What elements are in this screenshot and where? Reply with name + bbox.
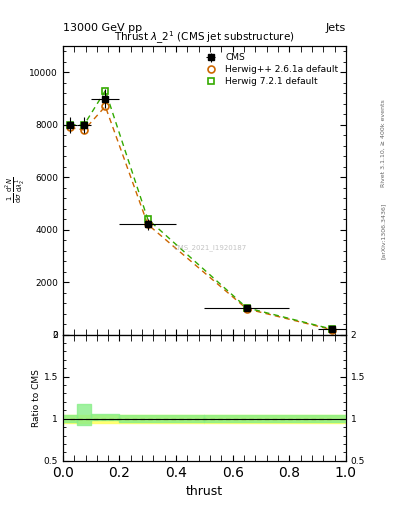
Herwig 7.2.1 default (244, 305, 249, 311)
Herwig++ 2.6.1a default (103, 103, 108, 110)
Y-axis label: $\frac{1}{\mathrm{d}\sigma}\,\frac{\mathrm{d}^2 N}{\mathrm{d}\lambda_2^1}$: $\frac{1}{\mathrm{d}\sigma}\,\frac{\math… (5, 177, 28, 203)
Legend: CMS, Herwig++ 2.6.1a default, Herwig 7.2.1 default: CMS, Herwig++ 2.6.1a default, Herwig 7.2… (196, 51, 342, 89)
Text: [arXiv:1306.3436]: [arXiv:1306.3436] (381, 202, 386, 259)
Line: Herwig 7.2.1 default: Herwig 7.2.1 default (66, 87, 335, 333)
Y-axis label: Ratio to CMS: Ratio to CMS (32, 369, 41, 426)
Text: Jets: Jets (325, 23, 346, 33)
X-axis label: thrust: thrust (186, 485, 223, 498)
Herwig++ 2.6.1a default (82, 127, 86, 133)
Title: Thrust $\lambda\_2^1$ (CMS jet substructure): Thrust $\lambda\_2^1$ (CMS jet substruct… (114, 30, 295, 46)
Text: Rivet 3.1.10, ≥ 400k events: Rivet 3.1.10, ≥ 400k events (381, 99, 386, 187)
Herwig++ 2.6.1a default (329, 327, 334, 333)
Line: Herwig++ 2.6.1a default: Herwig++ 2.6.1a default (66, 103, 335, 333)
Herwig 7.2.1 default (329, 326, 334, 332)
Text: 13000 GeV pp: 13000 GeV pp (63, 23, 142, 33)
Herwig++ 2.6.1a default (145, 221, 150, 227)
Herwig 7.2.1 default (68, 122, 72, 128)
Herwig++ 2.6.1a default (68, 124, 72, 131)
Herwig++ 2.6.1a default (244, 306, 249, 312)
Text: CMS_2021_I1920187: CMS_2021_I1920187 (173, 245, 247, 251)
Herwig 7.2.1 default (103, 88, 108, 94)
Herwig 7.2.1 default (145, 216, 150, 222)
Herwig 7.2.1 default (82, 122, 86, 128)
